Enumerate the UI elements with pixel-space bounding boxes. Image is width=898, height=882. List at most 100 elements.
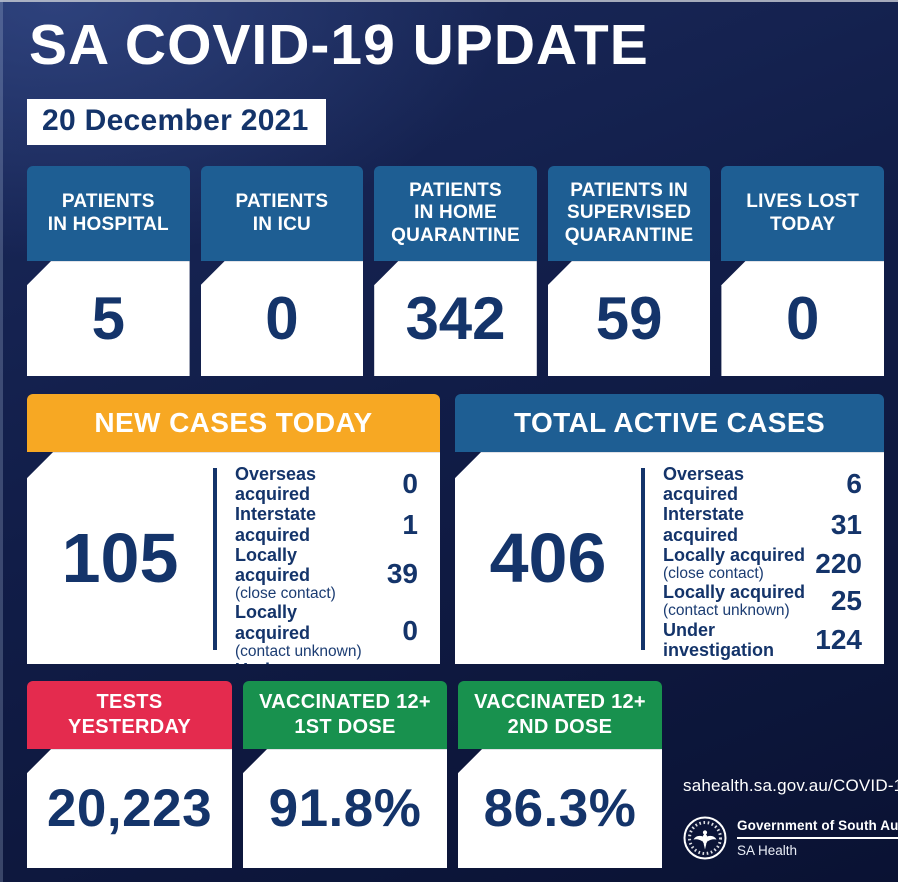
stat-card-icu: PATIENTS IN ICU 0 [200, 166, 364, 377]
stat-card-header: PATIENTS IN HOME QUARANTINE [374, 166, 537, 262]
stat-card-lives-lost: LIVES LOST TODAY 0 [721, 166, 884, 377]
vaccinated-second-dose-header: VACCINATED 12+ 2ND DOSE [458, 681, 662, 750]
breakdown-row: Locally acquired (contact unknown) 25 [663, 582, 862, 620]
breakdown-row: Locally acquired (close contact) 39 [235, 545, 418, 603]
breakdown-row: Overseas acquired 0 [235, 464, 418, 504]
department-name: SA Health [737, 843, 798, 859]
card-label-line: 2ND DOSE [507, 716, 613, 739]
vaccinated-second-dose-value: 86.3% [458, 749, 662, 869]
vertical-divider [213, 468, 217, 651]
stat-value: 59 [547, 261, 711, 377]
breakdown-label: Overseas acquired [235, 464, 317, 505]
breakdown-value: 0 [402, 468, 418, 500]
breakdown-value: 0 [402, 615, 418, 647]
new-cases-header: NEW CASES TODAY [27, 394, 440, 453]
active-cases-total: 406 [489, 519, 607, 598]
stat-label-line: PATIENTS IN [570, 180, 688, 202]
card-label-line: 1ST DOSE [294, 716, 396, 739]
tests-card-header: TESTS YESTERDAY [27, 681, 232, 750]
stat-value: 0 [200, 261, 364, 377]
breakdown-label: Under investigation [663, 619, 775, 660]
cases-panels-row: NEW CASES TODAY 105 Overseas acquired 0 … [27, 394, 884, 665]
active-cases-header: TOTAL ACTIVE CASES [455, 394, 884, 453]
breakdown-row: Locally acquired (contact unknown) 0 [235, 602, 418, 660]
breakdown-value: 25 [830, 585, 862, 617]
vaccinated-first-dose-card: VACCINATED 12+ 1ST DOSE 91.8% [243, 681, 447, 869]
stat-card-supervised-quarantine: PATIENTS IN SUPERVISED QUARANTINE 59 [547, 166, 711, 377]
stat-card-header: PATIENTS IN HOSPITAL [27, 166, 190, 262]
vaccinated-first-dose-value: 91.8% [243, 749, 447, 869]
vaccinated-second-dose-card: VACCINATED 12+ 2ND DOSE 86.3% [458, 681, 662, 869]
breakdown-sublabel: (close contact) [235, 585, 336, 603]
vaccinated-first-dose-header: VACCINATED 12+ 1ST DOSE [243, 681, 447, 750]
breakdown-value: 39 [386, 557, 418, 589]
new-cases-panel: NEW CASES TODAY 105 Overseas acquired 0 … [27, 394, 440, 665]
breakdown-label: Locally acquired [663, 582, 806, 603]
breakdown-sublabel: (contact unknown) [235, 642, 362, 660]
active-cases-panel: TOTAL ACTIVE CASES 406 Overseas acquired… [455, 394, 884, 665]
card-label-line: VACCINATED 12+ [474, 691, 646, 714]
breakdown-label: Locally acquired [235, 544, 311, 585]
tests-vaccination-row: TESTS YESTERDAY 20,223 VACCINATED 12+ 1S… [27, 681, 898, 869]
stat-label-line: QUARANTINE [564, 224, 694, 246]
breakdown-row: Interstate acquired 1 [235, 504, 418, 544]
stat-card-home-quarantine: PATIENTS IN HOME QUARANTINE 342 [374, 166, 537, 377]
date-badge: 20 December 2021 [27, 99, 326, 146]
active-cases-body: 406 Overseas acquired 6 Interstate acqui… [455, 452, 884, 665]
window-left-edge [0, 0, 3, 882]
government-text-block: Government of South Australia SA Health [737, 818, 898, 858]
breakdown-label: Overseas acquired [663, 464, 745, 505]
window-top-edge [0, 0, 898, 2]
breakdown-row: Under investigation 65 [235, 660, 418, 681]
card-label-line: TESTS [96, 691, 163, 714]
breakdown-value: 6 [846, 468, 862, 500]
stat-label-line: IN ICU [252, 213, 311, 235]
stat-label-line: SUPERVISED [567, 202, 692, 224]
stat-label-line: TODAY [769, 213, 836, 235]
website-url: sahealth.sa.gov.au/COVID-19 [683, 776, 898, 796]
stat-card-hospital: PATIENTS IN HOSPITAL 5 [27, 166, 190, 377]
patient-stats-row: PATIENTS IN HOSPITAL 5 PATIENTS IN ICU 0… [27, 166, 884, 377]
footer: sahealth.sa.gov.au/COVID-19 Government o… [673, 681, 898, 868]
breakdown-value: 220 [815, 547, 862, 579]
stat-card-header: PATIENTS IN SUPERVISED QUARANTINE [547, 166, 711, 262]
stat-value: 342 [374, 261, 537, 377]
tests-card: TESTS YESTERDAY 20,223 [27, 681, 232, 869]
active-cases-breakdown: Overseas acquired 6 Interstate acquired … [645, 452, 884, 664]
stat-card-header: PATIENTS IN ICU [200, 166, 364, 262]
stat-label-line: PATIENTS [61, 191, 155, 213]
breakdown-row: Interstate acquired 31 [663, 504, 862, 544]
government-logo: Government of South Australia SA Health [683, 816, 898, 860]
breakdown-value: 124 [815, 623, 862, 655]
breakdown-label: Interstate acquired [235, 504, 317, 545]
stat-value: 5 [27, 261, 190, 377]
breakdown-sublabel: (close contact) [663, 564, 764, 582]
breakdown-row: Under investigation 124 [663, 620, 862, 660]
piping-shrike-emblem-icon [683, 816, 727, 860]
government-name: Government of South Australia [737, 818, 898, 840]
breakdown-row: Locally acquired (close contact) 220 [663, 545, 862, 583]
breakdown-row: Overseas acquired 6 [663, 464, 862, 504]
tests-value: 20,223 [27, 749, 232, 869]
breakdown-label: Under investigation [235, 660, 288, 681]
card-label-line: YESTERDAY [67, 716, 192, 739]
new-cases-body: 105 Overseas acquired 0 Interstate acqui… [27, 452, 440, 665]
breakdown-value: 31 [830, 508, 862, 540]
page-title: SA COVID-19 UPDATE [29, 13, 649, 77]
new-cases-total: 105 [61, 519, 179, 598]
breakdown-value: 1 [402, 508, 418, 540]
stat-value: 0 [721, 261, 884, 377]
new-cases-breakdown: Overseas acquired 0 Interstate acquired … [217, 452, 440, 664]
stat-label-line: IN HOSPITAL [47, 213, 169, 235]
stat-label-line: PATIENTS [409, 180, 502, 202]
stat-label-line: QUARANTINE [391, 224, 520, 246]
card-label-line: VACCINATED 12+ [259, 691, 431, 714]
breakdown-label: Locally acquired [663, 544, 806, 565]
stat-label-line: LIVES LOST [746, 191, 860, 213]
vertical-divider [641, 468, 645, 651]
breakdown-sublabel: (contact unknown) [663, 602, 790, 620]
stat-label-line: PATIENTS [235, 191, 329, 213]
breakdown-label: Locally acquired [235, 602, 311, 643]
stat-label-line: IN HOME [414, 202, 497, 224]
